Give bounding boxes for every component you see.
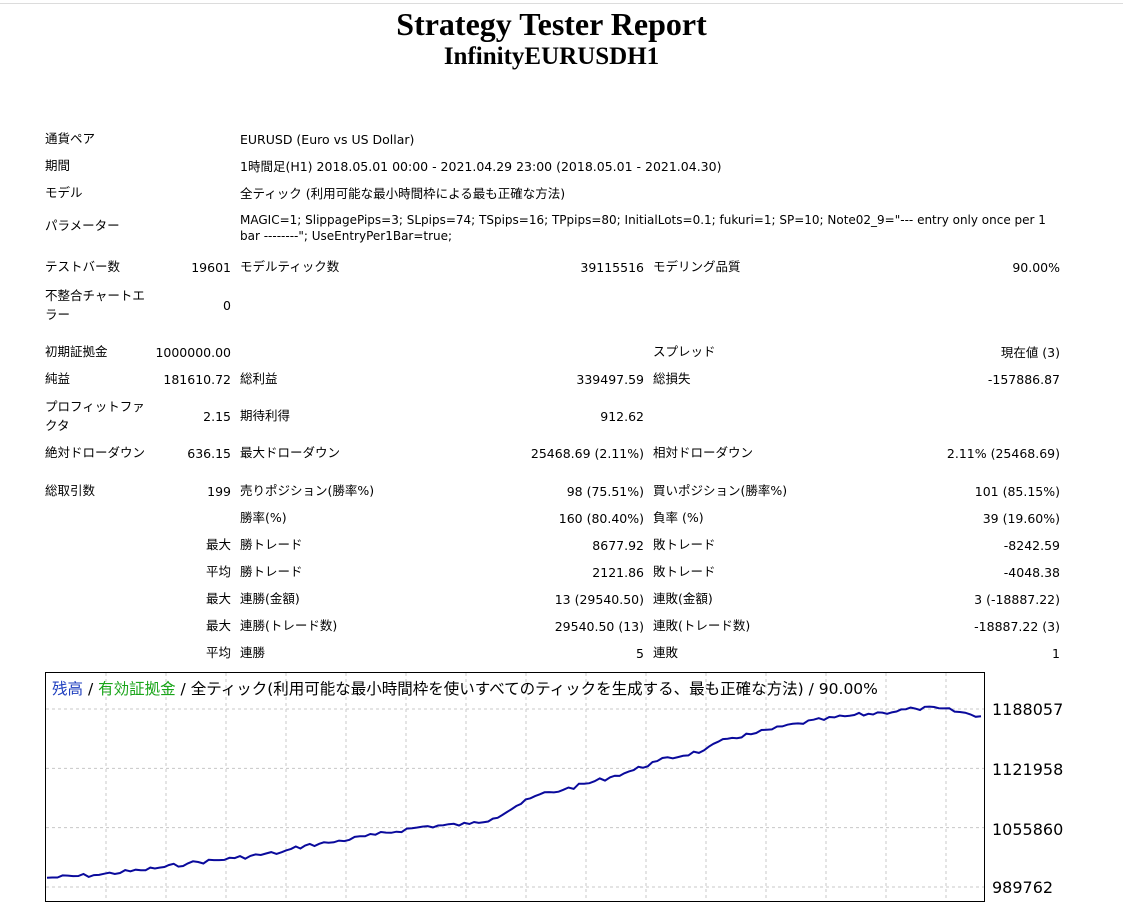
period-label: 期間 (45, 158, 71, 173)
mismatch-value: 0 (223, 298, 231, 313)
max-cons-profit-label: 連勝(トレード数) (240, 618, 338, 633)
y-tick-label: 989762 (992, 878, 1054, 897)
params-label: パラメーター (45, 218, 120, 233)
max-drawdown-label: 最大ドローダウン (240, 445, 341, 460)
avg-cons-wins-value: 5 (636, 646, 644, 661)
legend-model-text: 全ティック(利用可能な最小時間枠を使いすべてのティックを生成する、最も正確な方法… (190, 680, 878, 698)
model-value: 全ティック (利用可能な最小時間枠による最も正確な方法) (240, 186, 566, 201)
net-label: 純益 (45, 371, 71, 386)
expected-payoff-label: 期待利得 (240, 408, 291, 423)
largest-profit-label: 勝トレード (240, 537, 303, 552)
gross-profit-label: 総利益 (240, 371, 278, 386)
loss-rate-label: 負率 (%) (653, 510, 704, 525)
legend-separator: / (175, 680, 191, 698)
bars-label: テストバー数 (45, 259, 121, 274)
legend-separator: / (83, 680, 99, 698)
model-label: モデル (45, 185, 83, 200)
params-value: MAGIC=1; SlippagePips=3; SLpips=74; TSpi… (240, 213, 1046, 243)
max-cons-profit-value: 29540.50 (13) (554, 619, 644, 634)
chart-legend: 残高 / 有効証拠金 / 全ティック(利用可能な最小時間枠を使いすべてのティック… (52, 679, 878, 699)
period-value: 1時間足(H1) 2018.05.01 00:00 - 2021.04.29 2… (240, 159, 722, 174)
profit-factor-label: プロフィットファクタ (45, 399, 145, 433)
win-rate-value: 160 (80.40%) (558, 511, 644, 526)
legend-equity: 有効証拠金 (98, 680, 176, 698)
symbol-label: 通貨ペア (45, 131, 96, 146)
y-tick-label: 1055860 (992, 820, 1064, 839)
balance-series-line (46, 705, 982, 879)
avg-cons-losses-value: 1 (1052, 646, 1060, 661)
loss-rate-value: 39 (19.60%) (982, 511, 1060, 526)
max-qualifier-1: 最大 (205, 537, 231, 552)
max-drawdown-value: 25468.69 (2.11%) (530, 446, 644, 461)
avg-loss-value: -4048.38 (1003, 565, 1060, 580)
avg-profit-label: 勝トレード (240, 564, 303, 579)
bars-value: 19601 (191, 260, 231, 275)
largest-loss-label: 敗トレード (653, 537, 716, 552)
report-title: Strategy Tester Report (396, 6, 707, 42)
max-cons-losses-label: 連敗(金額) (653, 591, 713, 606)
max-cons-losses-value: 3 (-18887.22) (974, 592, 1060, 607)
long-positions-label: 買いポジション(勝率%) (653, 483, 788, 498)
short-positions-label: 売りポジション(勝率%) (240, 483, 375, 498)
total-trades-value: 199 (207, 484, 231, 499)
y-tick-label: 1188057 (992, 700, 1064, 719)
avg-profit-value: 2121.86 (592, 565, 644, 580)
spread-value: 現在値 (3) (1000, 345, 1060, 360)
mismatch-label: 不整合チャートエラー (45, 288, 145, 322)
avg-cons-wins-label: 連勝 (240, 645, 266, 660)
max-cons-loss-value: -18887.22 (3) (974, 619, 1060, 634)
legend-balance: 残高 (52, 680, 84, 698)
max-cons-wins-value: 13 (29540.50) (554, 592, 644, 607)
spread-label: スプレッド (653, 344, 716, 359)
deposit-label: 初期証拠金 (45, 344, 108, 359)
balance-chart (45, 672, 985, 902)
avg-qualifier-2: 平均 (205, 645, 231, 660)
abs-drawdown-value: 636.15 (187, 446, 231, 461)
max-cons-loss-label: 連敗(トレード数) (653, 618, 751, 633)
abs-drawdown-label: 絶対ドローダウン (45, 445, 146, 460)
y-tick-label: 1121958 (992, 760, 1064, 779)
largest-loss-value: -8242.59 (1003, 538, 1060, 553)
rel-drawdown-value: 2.11% (25468.69) (946, 446, 1060, 461)
symbol-value: EURUSD (Euro vs US Dollar) (240, 132, 415, 147)
max-qualifier-2: 最大 (205, 591, 231, 606)
rel-drawdown-label: 相対ドローダウン (653, 445, 754, 460)
report-subtitle: InfinityEURUSDH1 (443, 43, 660, 70)
profit-factor-value: 2.15 (203, 409, 231, 424)
gross-loss-value: -157886.87 (987, 372, 1060, 387)
chart-canvas (46, 673, 984, 901)
short-positions-value: 98 (75.51%) (566, 484, 644, 499)
max-cons-wins-label: 連勝(金額) (240, 591, 300, 606)
avg-cons-losses-label: 連敗 (653, 645, 679, 660)
win-rate-label: 勝率(%) (240, 510, 287, 525)
gross-loss-label: 総損失 (653, 371, 691, 386)
quality-value: 90.00% (1012, 260, 1060, 275)
long-positions-value: 101 (85.15%) (974, 484, 1060, 499)
top-divider (0, 3, 1123, 4)
deposit-value: 1000000.00 (155, 345, 231, 360)
total-trades-label: 総取引数 (45, 483, 96, 498)
ticks-value: 39115516 (580, 260, 644, 275)
quality-label: モデリング品質 (653, 259, 741, 274)
gross-profit-value: 339497.59 (576, 372, 644, 387)
avg-loss-label: 敗トレード (653, 564, 716, 579)
ticks-label: モデルティック数 (240, 259, 340, 274)
max-qualifier-3: 最大 (205, 618, 231, 633)
expected-payoff-value: 912.62 (600, 409, 644, 424)
net-value: 181610.72 (163, 372, 231, 387)
avg-qualifier-1: 平均 (205, 564, 231, 579)
largest-profit-value: 8677.92 (592, 538, 644, 553)
